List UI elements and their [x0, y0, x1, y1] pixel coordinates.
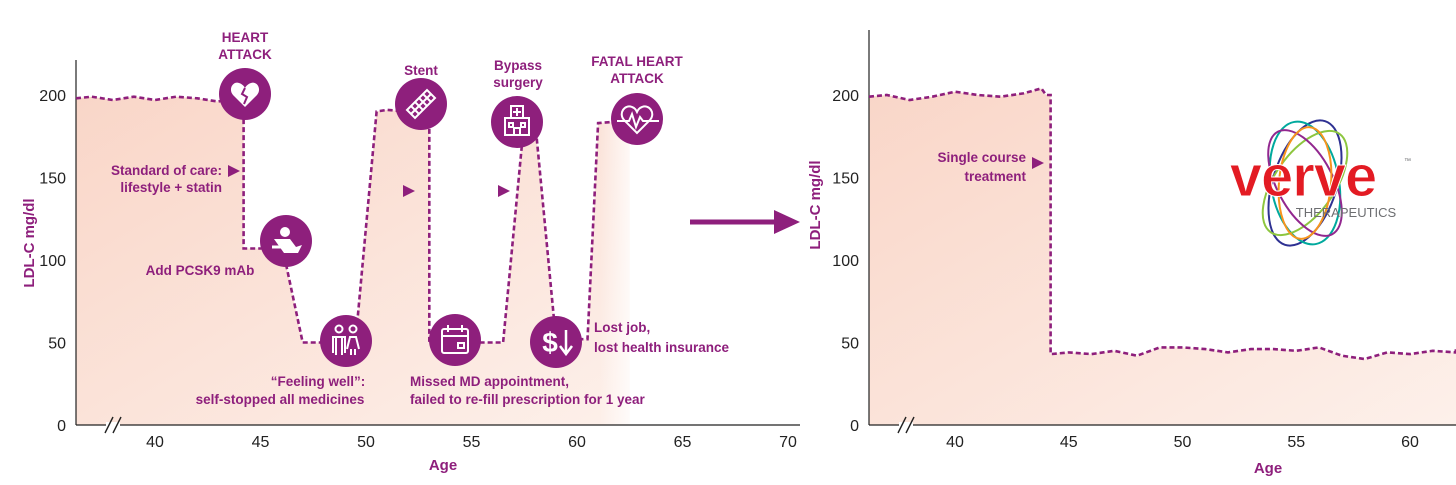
label-single-course-1: Single course	[937, 150, 1026, 165]
label-fatal-heart-attack-2: ATTACK	[610, 71, 664, 86]
logo-swirl	[1261, 119, 1349, 247]
y-tick-label: 150	[832, 171, 859, 188]
y-tick-label: 100	[39, 253, 66, 270]
calendar-icon	[429, 314, 481, 366]
x-tick-label: 40	[946, 434, 964, 451]
label-missed-appointment-1: Missed MD appointment,	[410, 374, 569, 389]
people-icon	[320, 315, 372, 367]
label-heart-attack-2: ATTACK	[218, 47, 272, 62]
label-fatal-heart-attack-1: FATAL HEART	[591, 54, 683, 69]
y-tick-label: 50	[48, 336, 66, 353]
chart2-axis-break	[897, 416, 915, 434]
logo-trademark: ™	[1404, 158, 1411, 165]
chart2-x-ticks: 40 45 50 55 60	[946, 434, 1419, 451]
logo-wordmark: verve	[1230, 144, 1377, 209]
x-tick-label: 55	[1287, 434, 1305, 451]
chart1-x-axis-label: Age	[429, 457, 457, 474]
x-tick-label: 60	[1401, 434, 1419, 451]
hospital-icon	[491, 96, 543, 148]
chart1-axis-break	[104, 416, 122, 434]
x-tick-label: 50	[357, 434, 375, 451]
chart1-x-ticks: 40 45 50 55 60 65 70	[146, 434, 797, 451]
label-single-course-2: treatment	[964, 169, 1026, 184]
label-standard-of-care-1: Standard of care:	[111, 163, 222, 178]
x-tick-label: 55	[463, 434, 481, 451]
y-tick-label: 200	[39, 88, 66, 105]
chart2-y-ticks: 0 50 100 150 200	[832, 88, 859, 435]
chart2-area-fill	[869, 88, 1456, 426]
axis-break-gap	[899, 422, 913, 428]
chart-lifelong-treatment: 0 50 100 150 200 40 45 50 55 60 65 70 Age LDL-C mg…	[21, 30, 800, 474]
chart2-ldl-series	[868, 86, 1456, 361]
x-tick-label: 70	[779, 434, 797, 451]
label-bypass-2: surgery	[493, 75, 543, 90]
axis-break-gap	[106, 422, 120, 428]
y-tick-label: 150	[39, 171, 66, 188]
stent-icon	[395, 78, 447, 130]
x-tick-label: 50	[1174, 434, 1192, 451]
label-missed-appointment-2: failed to re-fill prescription for 1 yea…	[410, 392, 646, 407]
x-tick-label: 60	[568, 434, 586, 451]
broken-heart-icon	[219, 68, 271, 120]
chart2-x-axis-label: Age	[1254, 460, 1282, 477]
label-standard-of-care-2: lifestyle + statin	[120, 180, 222, 195]
injection-icon	[260, 215, 312, 267]
y-tick-label: 50	[841, 336, 859, 353]
axis-break-slash	[112, 416, 122, 434]
label-feeling-well-1: “Feeling well”:	[271, 374, 366, 389]
logo-subtitle: THERAPEUTICS	[1296, 205, 1397, 220]
heart-monitor-icon	[611, 93, 663, 145]
chart1-ldl-series	[75, 95, 630, 346]
y-tick-label: 0	[57, 418, 66, 435]
label-heart-attack-1: HEART	[222, 30, 269, 45]
chart2-y-axis-label: LDL-C mg/dl	[807, 160, 824, 249]
chart1-arrow-marker-2	[403, 185, 415, 197]
label-add-pcsk9: Add PCSK9 mAb	[146, 263, 255, 278]
x-tick-label: 45	[252, 434, 270, 451]
axis-break-slash	[905, 416, 915, 434]
chart1-arrow-marker-3	[498, 185, 510, 197]
label-feeling-well-2: self-stopped all medicines	[196, 392, 365, 407]
y-tick-label: 0	[850, 418, 859, 435]
label-bypass-1: Bypass	[494, 58, 542, 73]
axis-break-slash	[897, 416, 907, 434]
verve-logo: verve ™ THERAPEUTICS	[1229, 119, 1411, 247]
y-tick-label: 100	[832, 253, 859, 270]
y-tick-label: 200	[832, 88, 859, 105]
chart1-y-axis-label: LDL-C mg/dl	[21, 198, 38, 287]
chart1-y-ticks: 0 50 100 150 200	[39, 88, 66, 435]
x-tick-label: 65	[674, 434, 692, 451]
label-lost-job-1: Lost job,	[594, 320, 650, 335]
chart2-arrow-marker	[1032, 157, 1044, 169]
x-tick-label: 45	[1060, 434, 1078, 451]
dollar-down-icon: $	[530, 316, 582, 368]
svg-text:$: $	[542, 327, 558, 358]
x-tick-label: 40	[146, 434, 164, 451]
axis-break-slash	[104, 416, 114, 434]
label-stent: Stent	[404, 63, 438, 78]
transition-arrow	[690, 210, 800, 234]
chart1-arrow-marker-1	[228, 165, 240, 177]
label-lost-job-2: lost health insurance	[594, 340, 730, 355]
